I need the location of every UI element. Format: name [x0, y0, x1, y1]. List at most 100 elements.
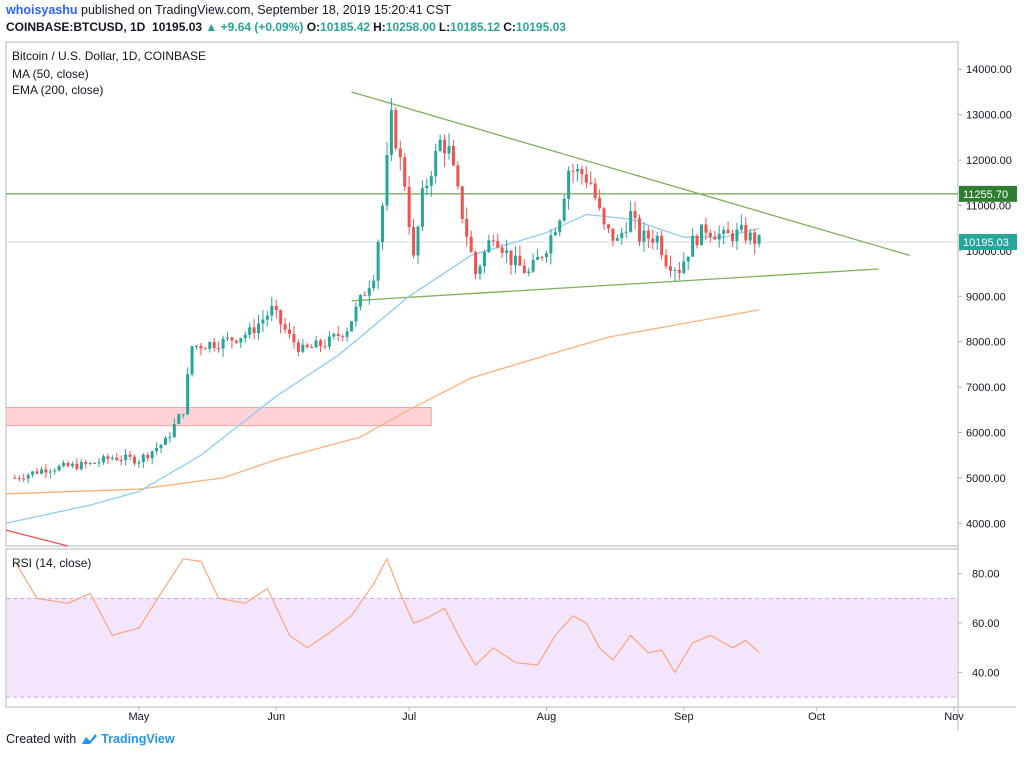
candle-body[interactable] [345, 331, 349, 337]
candle-body[interactable] [292, 333, 296, 343]
candle-body[interactable] [385, 154, 389, 206]
candle-body[interactable] [478, 266, 482, 275]
candle-body[interactable] [757, 234, 761, 244]
candle-body[interactable] [323, 346, 327, 348]
candle-body[interactable] [336, 334, 340, 336]
candle-body[interactable] [496, 240, 500, 248]
candle-body[interactable] [669, 266, 672, 271]
candle-body[interactable] [620, 232, 624, 239]
candle-body[interactable] [194, 345, 198, 347]
candle-body[interactable] [115, 457, 119, 461]
candle-body[interactable] [270, 305, 274, 316]
candle-body[interactable] [350, 321, 354, 332]
candle-body[interactable] [500, 247, 504, 253]
candle-body[interactable] [562, 198, 566, 221]
candle-body[interactable] [274, 305, 278, 311]
candle-body[interactable] [358, 295, 362, 307]
candle-body[interactable] [252, 327, 256, 334]
candle-body[interactable] [398, 148, 402, 158]
author-link[interactable]: whoisyashu [6, 3, 78, 17]
candle-body[interactable] [567, 170, 571, 199]
candle-body[interactable] [575, 168, 579, 172]
candle-body[interactable] [509, 250, 513, 266]
candle-body[interactable] [35, 471, 39, 474]
candle-body[interactable] [265, 315, 269, 320]
candle-body[interactable] [22, 478, 26, 480]
candle-body[interactable] [593, 183, 597, 198]
candle-body[interactable] [168, 436, 172, 438]
candle-body[interactable] [332, 334, 336, 337]
candle-body[interactable] [412, 227, 416, 256]
candle-body[interactable] [469, 236, 473, 253]
candle-body[interactable] [584, 174, 588, 183]
candle-body[interactable] [434, 150, 438, 177]
price-chart[interactable]: 4000.00 5000.00 6000.00 7000.00 8000.00 9000.… [0, 38, 1024, 730]
trendline-3[interactable] [5, 529, 69, 547]
candle-body[interactable] [549, 235, 553, 254]
candle-body[interactable] [243, 334, 247, 339]
candle-body[interactable] [735, 229, 739, 242]
candle-body[interactable] [367, 288, 371, 296]
candle-body[interactable] [708, 232, 712, 237]
candle-body[interactable] [146, 454, 150, 459]
candle-body[interactable] [571, 170, 575, 172]
candle-body[interactable] [447, 146, 451, 154]
candle-body[interactable] [637, 218, 641, 242]
candle-body[interactable] [589, 182, 593, 184]
candle-body[interactable] [31, 471, 35, 475]
candle-body[interactable] [700, 224, 704, 246]
candle-body[interactable] [141, 454, 145, 463]
candle-body[interactable] [487, 240, 491, 253]
candle-body[interactable] [513, 255, 517, 266]
candle-body[interactable] [403, 157, 407, 187]
candle-body[interactable] [57, 466, 61, 471]
candle-body[interactable] [629, 211, 633, 232]
candle-body[interactable] [341, 335, 345, 337]
candle-body[interactable] [106, 456, 110, 459]
candle-body[interactable] [234, 340, 238, 343]
candle-body[interactable] [465, 218, 469, 237]
candle-body[interactable] [474, 252, 478, 275]
candle-body[interactable] [221, 338, 225, 349]
candle-body[interactable] [558, 220, 562, 233]
candle-body[interactable] [606, 224, 610, 229]
candle-body[interactable] [540, 257, 544, 259]
candle-body[interactable] [79, 461, 83, 470]
candle-body[interactable] [691, 235, 695, 257]
candle-body[interactable] [536, 257, 540, 260]
candle-body[interactable] [190, 346, 194, 375]
candle-body[interactable] [522, 265, 526, 274]
candle-body[interactable] [602, 208, 606, 225]
candle-body[interactable] [456, 165, 460, 187]
candle-body[interactable] [611, 228, 615, 241]
trendline-1[interactable] [351, 91, 910, 257]
trendline-2[interactable] [351, 268, 879, 302]
main-pane[interactable] [5, 41, 959, 547]
candle-body[interactable] [527, 271, 531, 274]
candle-body[interactable] [93, 462, 97, 464]
candle-body[interactable] [425, 185, 429, 189]
candle-body[interactable] [451, 146, 455, 166]
candle-body[interactable] [660, 235, 664, 256]
candle-body[interactable] [651, 238, 655, 243]
candle-body[interactable] [39, 469, 43, 474]
candle-body[interactable] [310, 347, 314, 349]
candle-body[interactable] [363, 295, 367, 297]
ma50-line[interactable] [5, 213, 760, 524]
candle-body[interactable] [279, 310, 283, 325]
candle-body[interactable] [163, 437, 167, 445]
candle-body[interactable] [531, 259, 535, 272]
candle-body[interactable] [677, 269, 681, 273]
candle-body[interactable] [682, 261, 686, 273]
candle-body[interactable] [288, 329, 292, 334]
candle-body[interactable] [420, 188, 424, 227]
candle-body[interactable] [17, 477, 21, 479]
candle-body[interactable] [101, 456, 105, 463]
candle-body[interactable] [283, 324, 287, 330]
candle-body[interactable] [150, 451, 154, 459]
candle-body[interactable] [248, 327, 252, 335]
candle-body[interactable] [354, 306, 358, 322]
candle-body[interactable] [553, 232, 557, 236]
candle-body[interactable] [159, 444, 163, 449]
candle-body[interactable] [429, 176, 433, 186]
